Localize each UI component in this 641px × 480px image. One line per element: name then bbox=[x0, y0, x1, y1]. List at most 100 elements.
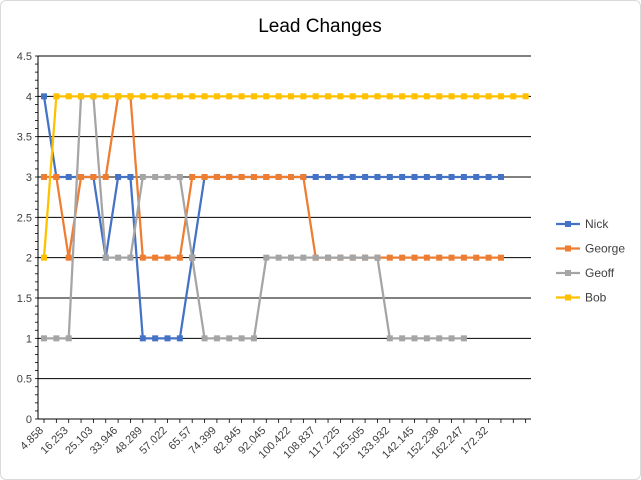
legend-item-george: George bbox=[556, 242, 625, 256]
data-point bbox=[250, 93, 257, 100]
y-tick-label: 2.5 bbox=[17, 212, 32, 224]
data-point bbox=[362, 254, 369, 261]
y-tick-label: 0.5 bbox=[17, 374, 32, 386]
data-point bbox=[349, 174, 356, 180]
data-point bbox=[473, 174, 480, 180]
data-point bbox=[65, 335, 72, 342]
data-point bbox=[386, 335, 393, 342]
data-point bbox=[53, 335, 60, 342]
data-point bbox=[485, 174, 492, 180]
y-tick-label: 1 bbox=[26, 333, 32, 345]
legend-swatch-marker bbox=[565, 221, 571, 227]
data-point bbox=[263, 93, 270, 100]
data-point bbox=[485, 254, 492, 261]
data-point bbox=[460, 174, 467, 180]
legend-label: Geoff bbox=[585, 266, 615, 280]
data-point bbox=[263, 174, 270, 180]
data-point bbox=[497, 174, 504, 180]
series-bob bbox=[41, 93, 529, 261]
data-point bbox=[374, 174, 381, 180]
data-point bbox=[473, 93, 480, 100]
data-point bbox=[423, 174, 430, 180]
data-point bbox=[460, 93, 467, 100]
y-tick-label: 2 bbox=[26, 253, 32, 265]
data-point bbox=[250, 335, 257, 342]
legend-item-nick: Nick bbox=[556, 217, 609, 231]
data-point bbox=[423, 335, 430, 342]
data-point bbox=[139, 93, 146, 100]
data-point bbox=[201, 93, 208, 100]
data-point bbox=[78, 93, 85, 100]
x-tick-label: 172.32 bbox=[458, 425, 490, 457]
data-point bbox=[473, 254, 480, 261]
data-point bbox=[189, 174, 196, 180]
data-point bbox=[386, 174, 393, 180]
y-tick-label: 0 bbox=[26, 414, 32, 426]
data-point bbox=[436, 335, 443, 342]
data-point bbox=[176, 93, 183, 100]
y-tick-labels: 0 0.5 1 1.5 2 2.5 3 3.5 4 4.5 bbox=[17, 51, 32, 426]
data-point bbox=[325, 93, 332, 100]
data-point bbox=[176, 174, 183, 180]
data-point bbox=[201, 174, 208, 180]
chart-title: Lead Changes bbox=[258, 16, 382, 37]
data-point bbox=[102, 254, 109, 261]
legend-item-geoff: Geoff bbox=[556, 266, 615, 280]
data-point bbox=[436, 93, 443, 100]
data-point bbox=[41, 93, 47, 100]
data-point bbox=[201, 335, 208, 342]
y-tick-label: 4.5 bbox=[17, 51, 32, 63]
legend-swatch-marker bbox=[565, 245, 571, 252]
data-point bbox=[127, 174, 134, 180]
series-lines bbox=[41, 93, 529, 342]
data-point bbox=[152, 174, 159, 180]
data-point bbox=[436, 254, 443, 261]
data-point bbox=[53, 93, 60, 100]
data-point bbox=[164, 254, 171, 261]
data-point bbox=[349, 254, 356, 261]
data-point bbox=[102, 93, 109, 100]
data-point bbox=[226, 93, 233, 100]
data-point bbox=[448, 335, 455, 342]
data-point bbox=[399, 254, 406, 261]
data-point bbox=[275, 174, 282, 180]
data-point bbox=[78, 174, 85, 180]
data-point bbox=[288, 93, 294, 100]
data-point bbox=[399, 335, 406, 342]
data-point bbox=[349, 93, 356, 100]
data-point bbox=[436, 174, 443, 180]
data-point bbox=[189, 93, 196, 100]
data-point bbox=[250, 174, 257, 180]
data-point bbox=[102, 174, 109, 180]
data-point bbox=[139, 174, 146, 180]
data-point bbox=[238, 335, 245, 342]
data-point bbox=[176, 254, 183, 261]
data-point bbox=[213, 174, 220, 180]
data-point bbox=[41, 174, 47, 180]
y-tick-label: 3 bbox=[26, 172, 32, 184]
data-point bbox=[337, 93, 344, 100]
data-point bbox=[213, 335, 220, 342]
data-point bbox=[226, 174, 233, 180]
data-point bbox=[460, 254, 467, 261]
data-point bbox=[497, 93, 504, 100]
data-point bbox=[448, 93, 455, 100]
data-point bbox=[164, 174, 171, 180]
data-point bbox=[41, 254, 47, 261]
data-point bbox=[325, 174, 332, 180]
data-point bbox=[411, 335, 418, 342]
y-tick-label: 4 bbox=[26, 91, 32, 103]
y-tick-label: 3.5 bbox=[17, 132, 32, 144]
data-point bbox=[115, 174, 122, 180]
data-point bbox=[423, 93, 430, 100]
data-point bbox=[325, 254, 332, 261]
data-point bbox=[300, 174, 307, 180]
data-point bbox=[300, 254, 307, 261]
data-point bbox=[65, 254, 72, 261]
legend-swatch-marker bbox=[565, 270, 571, 276]
data-point bbox=[115, 93, 122, 100]
legend-label: George bbox=[585, 242, 625, 256]
data-point bbox=[213, 93, 220, 100]
data-point bbox=[423, 254, 430, 261]
